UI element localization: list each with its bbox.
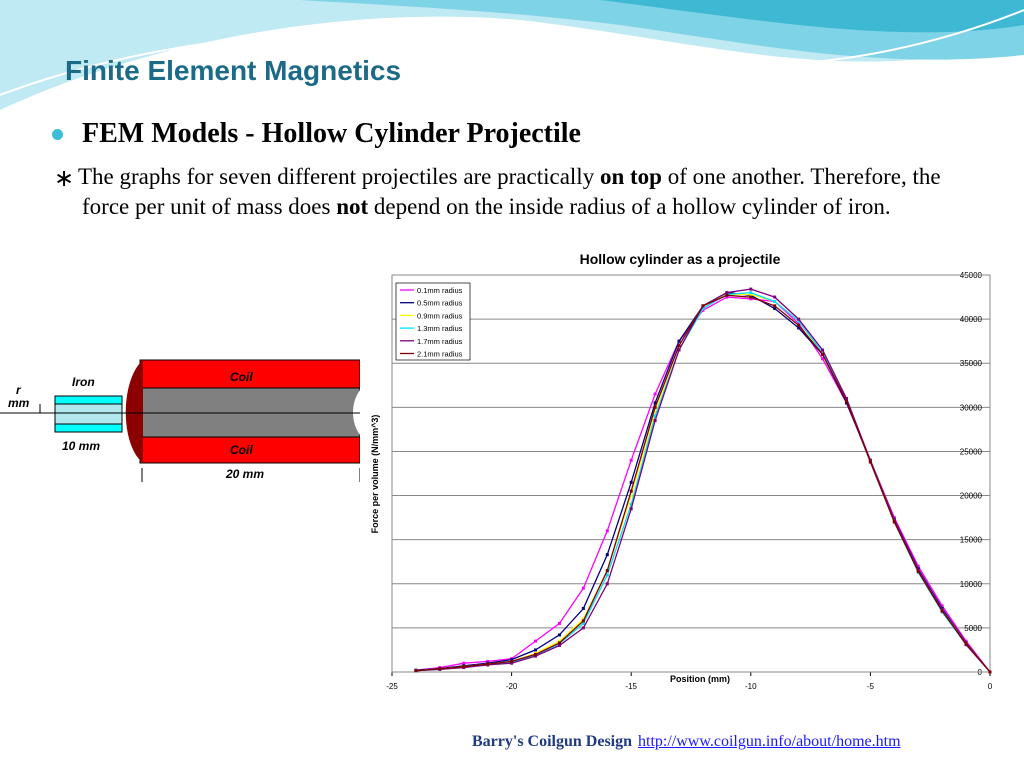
- projectile: [54, 395, 123, 405]
- bold-text: on top: [599, 164, 662, 189]
- label: Iron: [72, 375, 95, 389]
- end-cap: [125, 360, 143, 463]
- text: of one another. Therefore, the force per…: [82, 164, 941, 219]
- label: 10 mm: [62, 439, 100, 453]
- label: 20 mm: [225, 467, 264, 481]
- label: Coil: [230, 370, 253, 384]
- sub-bullet: ∗: [54, 166, 75, 192]
- wave-line: [0, 9, 1024, 96]
- label: Coil: [230, 443, 253, 457]
- paragraph: The graphs for seven different projectil…: [78, 162, 962, 222]
- wave: [600, 0, 1024, 33]
- text: The graphs for seven different projectil…: [78, 164, 600, 189]
- footer: Barry's Coilgun Design http://www.coilgun…: [472, 733, 901, 751]
- diagram: Iron Coil Coil 6 mm 3 mm r mm 10 mm 20 m…: [0, 359, 410, 482]
- credit: Barry's Coilgun Design: [472, 733, 633, 750]
- link[interactable]: http://www.coilgun.info/about/home.htm: [638, 733, 901, 750]
- label: 6 mm: [378, 364, 410, 378]
- bold-text: not: [336, 194, 369, 219]
- label: mm: [8, 396, 30, 410]
- label: 3 mm: [378, 390, 410, 404]
- bullet-dot: [52, 129, 63, 140]
- label: r: [16, 383, 22, 397]
- projectile: [54, 403, 123, 425]
- text: depend on the inside radius of a hollow …: [368, 194, 891, 219]
- bullet-heading: FEM Models - Hollow Cylinder Projectile: [82, 118, 581, 149]
- slide-title: Finite Element Magnetics: [65, 55, 402, 86]
- projectile: [54, 423, 123, 433]
